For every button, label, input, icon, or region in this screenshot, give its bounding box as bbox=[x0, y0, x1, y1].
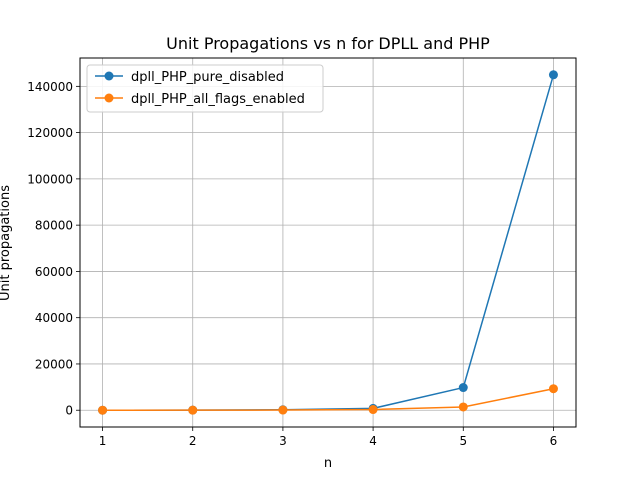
legend-label-pure-disabled: dpll_PHP_pure_disabled bbox=[131, 70, 284, 85]
y-tick-label: 80000 bbox=[35, 219, 73, 233]
legend-marker-all-flags-enabled bbox=[104, 93, 114, 103]
data-point bbox=[188, 405, 198, 415]
plot-area bbox=[80, 58, 576, 427]
plot-frame bbox=[79, 57, 577, 428]
data-point bbox=[548, 70, 558, 80]
y-tick-label: 140000 bbox=[27, 80, 73, 94]
y-axis-label: Unit propagations bbox=[0, 185, 13, 301]
x-tick-label: 1 bbox=[99, 434, 107, 448]
legend-box bbox=[86, 64, 324, 113]
data-point bbox=[98, 405, 108, 415]
data-point bbox=[548, 384, 558, 394]
x-axis-ticks: 1 2 3 4 5 6 bbox=[99, 427, 558, 448]
data-point bbox=[458, 383, 468, 393]
series-layer bbox=[98, 70, 558, 415]
y-tick-label: 20000 bbox=[35, 357, 73, 371]
chart-title: Unit Propagations vs n for DPLL and PHP bbox=[166, 34, 490, 53]
data-point bbox=[458, 402, 468, 412]
y-tick-label: 60000 bbox=[35, 265, 73, 279]
y-tick-label: 0 bbox=[65, 404, 73, 418]
y-tick-label: 120000 bbox=[27, 126, 73, 140]
data-point bbox=[368, 405, 378, 415]
x-tick-label: 2 bbox=[189, 434, 197, 448]
legend-label-all-flags-enabled: dpll_PHP_all_flags_enabled bbox=[131, 92, 305, 107]
y-tick-label: 40000 bbox=[35, 311, 73, 325]
x-axis-label: n bbox=[324, 456, 332, 471]
series-line-1 bbox=[102, 387, 554, 411]
y-tick-label: 100000 bbox=[27, 172, 73, 186]
x-tick-label: 4 bbox=[369, 434, 377, 448]
x-tick-label: 5 bbox=[459, 434, 467, 448]
y-axis-ticks: 0 20000 40000 60000 80000 100000 120000 140000 bbox=[27, 80, 80, 418]
x-tick-label: 3 bbox=[279, 434, 287, 448]
data-point bbox=[278, 405, 288, 415]
grid-lines bbox=[80, 58, 576, 427]
legend: dpll_PHP_pure_disabled dpll_PHP_all_flag… bbox=[86, 64, 324, 113]
legend-marker-pure-disabled bbox=[104, 71, 114, 81]
x-tick-label: 6 bbox=[550, 434, 558, 448]
